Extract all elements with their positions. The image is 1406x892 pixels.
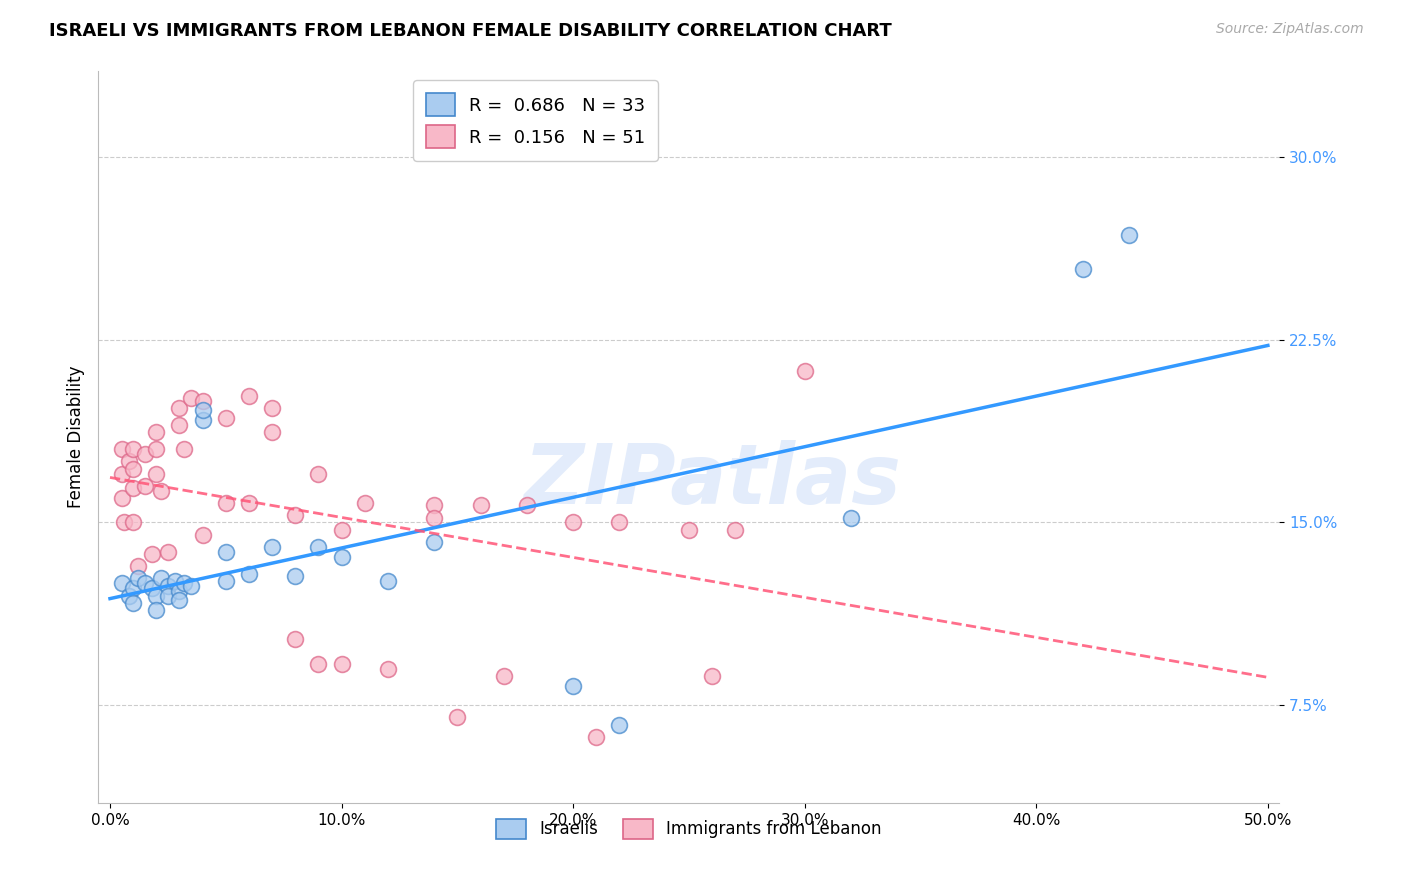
Point bbox=[238, 389, 260, 403]
Point bbox=[330, 549, 353, 564]
Point bbox=[122, 462, 145, 476]
Point bbox=[238, 496, 260, 510]
Point bbox=[377, 662, 399, 676]
Point bbox=[562, 679, 585, 693]
Point bbox=[110, 442, 132, 457]
Point bbox=[134, 447, 156, 461]
Point bbox=[191, 527, 214, 541]
Point bbox=[516, 499, 538, 513]
Point bbox=[145, 442, 167, 457]
Point bbox=[141, 547, 163, 561]
Point bbox=[156, 589, 179, 603]
Point bbox=[839, 510, 862, 524]
Point bbox=[470, 499, 492, 513]
Point bbox=[110, 491, 132, 505]
Point bbox=[215, 410, 238, 425]
Point bbox=[307, 657, 329, 671]
Point bbox=[169, 401, 191, 415]
Point bbox=[1071, 261, 1094, 276]
Point bbox=[127, 572, 149, 586]
Point bbox=[134, 479, 156, 493]
Point bbox=[145, 603, 167, 617]
Point bbox=[180, 579, 202, 593]
Point bbox=[423, 499, 446, 513]
Point bbox=[145, 467, 167, 481]
Point bbox=[423, 510, 446, 524]
Point bbox=[127, 559, 149, 574]
Point bbox=[284, 569, 307, 583]
Point bbox=[215, 544, 238, 558]
Point bbox=[122, 596, 145, 610]
Point bbox=[169, 417, 191, 432]
Point bbox=[122, 442, 145, 457]
Point bbox=[191, 393, 214, 408]
Point bbox=[377, 574, 399, 588]
Point bbox=[562, 516, 585, 530]
Point bbox=[215, 574, 238, 588]
Point bbox=[117, 454, 139, 468]
Point bbox=[169, 593, 191, 607]
Point bbox=[149, 572, 172, 586]
Point bbox=[609, 516, 631, 530]
Point bbox=[724, 523, 747, 537]
Point bbox=[307, 540, 329, 554]
Point bbox=[215, 496, 238, 510]
Point bbox=[262, 401, 284, 415]
Point bbox=[180, 391, 202, 405]
Point bbox=[191, 403, 214, 417]
Point bbox=[262, 540, 284, 554]
Y-axis label: Female Disability: Female Disability bbox=[66, 366, 84, 508]
Point bbox=[141, 581, 163, 595]
Point bbox=[1118, 227, 1140, 242]
Point bbox=[122, 481, 145, 495]
Point bbox=[284, 508, 307, 522]
Legend: Israelis, Immigrants from Lebanon: Israelis, Immigrants from Lebanon bbox=[489, 812, 889, 846]
Point bbox=[169, 583, 191, 598]
Point bbox=[330, 523, 353, 537]
Point bbox=[262, 425, 284, 440]
Point bbox=[238, 566, 260, 581]
Point bbox=[122, 581, 145, 595]
Point bbox=[163, 574, 186, 588]
Point bbox=[156, 544, 179, 558]
Point bbox=[191, 413, 214, 427]
Point bbox=[284, 632, 307, 647]
Point bbox=[585, 730, 607, 744]
Point bbox=[793, 364, 815, 378]
Point bbox=[700, 669, 723, 683]
Point bbox=[145, 425, 167, 440]
Point bbox=[173, 442, 195, 457]
Point bbox=[112, 516, 135, 530]
Point bbox=[609, 718, 631, 732]
Point bbox=[173, 576, 195, 591]
Point bbox=[156, 579, 179, 593]
Point bbox=[110, 576, 132, 591]
Point bbox=[423, 535, 446, 549]
Point bbox=[492, 669, 515, 683]
Point bbox=[307, 467, 329, 481]
Point bbox=[149, 483, 172, 498]
Point bbox=[110, 467, 132, 481]
Point bbox=[117, 589, 139, 603]
Point bbox=[145, 589, 167, 603]
Point bbox=[353, 496, 375, 510]
Point bbox=[678, 523, 700, 537]
Text: ISRAELI VS IMMIGRANTS FROM LEBANON FEMALE DISABILITY CORRELATION CHART: ISRAELI VS IMMIGRANTS FROM LEBANON FEMAL… bbox=[49, 22, 891, 40]
Text: Source: ZipAtlas.com: Source: ZipAtlas.com bbox=[1216, 22, 1364, 37]
Point bbox=[330, 657, 353, 671]
Point bbox=[446, 710, 468, 724]
Text: ZIPatlas: ZIPatlas bbox=[523, 441, 901, 522]
Point bbox=[122, 516, 145, 530]
Point bbox=[134, 576, 156, 591]
